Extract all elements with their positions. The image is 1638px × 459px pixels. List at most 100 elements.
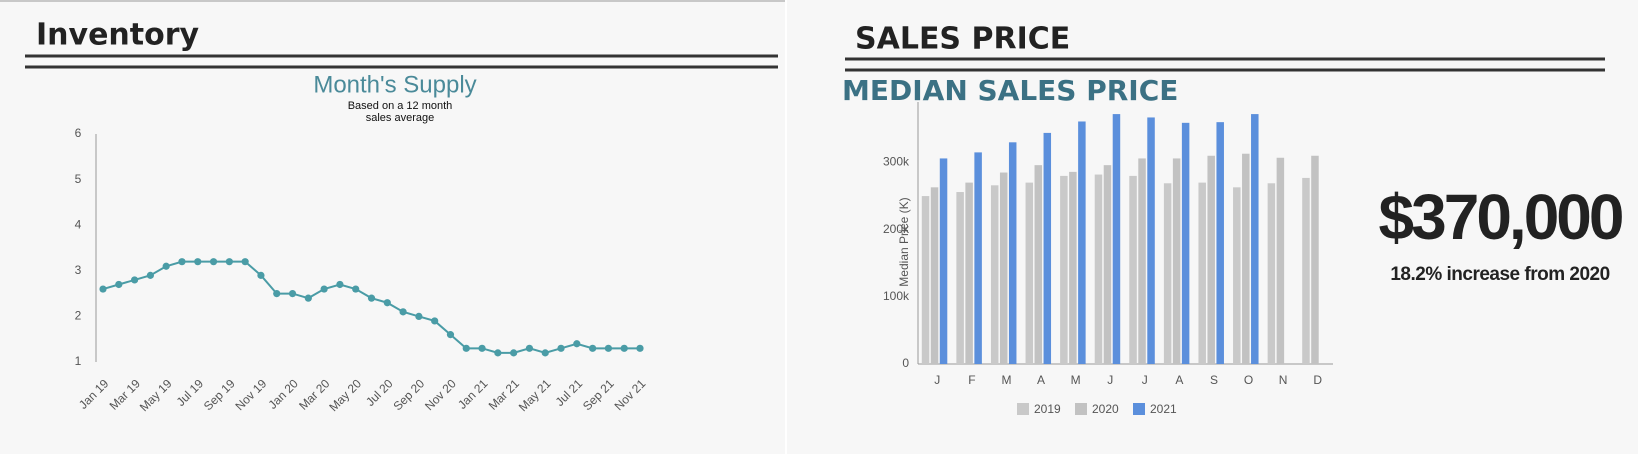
x-tick-label: A	[1175, 373, 1183, 387]
chart-title: Month's Supply	[313, 71, 476, 98]
bar	[1163, 183, 1172, 364]
bar	[1138, 158, 1146, 364]
point	[494, 349, 502, 357]
point	[320, 285, 328, 293]
bar	[1311, 155, 1319, 364]
y-tick-label: 4	[75, 217, 82, 231]
point	[573, 340, 581, 348]
point	[415, 312, 423, 320]
kpi-value: $370,000	[1379, 181, 1622, 253]
point	[399, 308, 407, 316]
point	[257, 271, 265, 279]
point	[525, 344, 534, 352]
point	[273, 290, 281, 298]
point	[178, 258, 186, 266]
bar	[965, 182, 973, 364]
point	[115, 280, 123, 289]
chart-subtitle: Based on a 12 month sales average	[347, 100, 453, 124]
bar	[999, 172, 1008, 364]
point	[304, 294, 312, 302]
bar	[1103, 165, 1112, 364]
bar	[1233, 187, 1241, 364]
y-tick-label: 2	[75, 309, 82, 323]
legend-label: 2019	[1034, 402, 1061, 416]
y-tick-label: 200k	[883, 222, 910, 236]
point	[462, 344, 470, 352]
bar	[1112, 114, 1121, 364]
point	[288, 290, 297, 298]
bar	[1069, 171, 1077, 364]
x-tick-label: J	[1107, 373, 1113, 387]
y-tick-label: 0	[902, 356, 909, 370]
point	[146, 271, 154, 279]
bar	[1129, 175, 1137, 364]
x-tick-label: S	[1210, 373, 1218, 387]
bar	[1251, 114, 1259, 364]
bar	[1147, 117, 1155, 364]
point	[383, 299, 391, 307]
y-tick-label: 3	[75, 263, 82, 277]
bar	[1216, 122, 1224, 365]
y-tick-label: 5	[75, 172, 82, 186]
legend-label: 2020	[1092, 402, 1119, 416]
x-tick-label: N	[1279, 373, 1288, 387]
bar	[1043, 132, 1052, 364]
point	[431, 317, 439, 325]
point	[367, 294, 376, 302]
x-tick-label: O	[1244, 373, 1253, 387]
legend-swatch	[1133, 403, 1145, 415]
bar	[1034, 165, 1043, 364]
bar	[990, 185, 999, 364]
bar	[1181, 122, 1190, 364]
bar	[1008, 142, 1017, 364]
x-tick-label: F	[968, 373, 975, 387]
point	[130, 276, 139, 284]
y-tick-label: 300k	[883, 155, 910, 169]
point	[604, 344, 613, 352]
point	[241, 258, 249, 266]
bar	[1207, 155, 1215, 364]
x-tick-label: M	[1071, 373, 1081, 387]
left-panel	[0, 0, 785, 454]
bar	[1025, 182, 1034, 364]
point	[478, 344, 486, 352]
x-tick-label: J	[934, 373, 940, 387]
bar	[939, 158, 948, 364]
bar	[1060, 175, 1068, 364]
point	[620, 344, 628, 352]
bar	[1302, 177, 1310, 364]
y-tick-label: 6	[75, 126, 82, 140]
bar	[1094, 174, 1103, 364]
point	[557, 344, 565, 352]
point	[541, 349, 549, 357]
x-tick-label: J	[1142, 373, 1148, 387]
bar	[930, 187, 939, 364]
bar	[921, 196, 930, 364]
point	[225, 258, 233, 266]
legend-swatch	[1075, 403, 1087, 415]
bar	[956, 192, 964, 364]
x-tick-label: A	[1037, 373, 1045, 387]
legend-swatch	[1017, 403, 1029, 415]
panel-title: SALES PRICE	[855, 22, 1070, 57]
point	[446, 331, 455, 339]
y-tick-label: 100k	[883, 289, 910, 303]
point	[209, 258, 218, 266]
panel-title: Inventory	[36, 18, 200, 53]
x-tick-label: M	[1001, 373, 1011, 387]
point	[194, 258, 202, 266]
point	[336, 280, 344, 289]
point	[636, 344, 644, 352]
bar	[1078, 121, 1086, 364]
y-axis-label: Median Price (K)	[897, 197, 911, 286]
chart-subtitle-box: Based on a 12 month sales average	[347, 100, 453, 124]
bar	[1276, 157, 1285, 364]
bar	[1267, 183, 1276, 364]
bar	[1172, 158, 1181, 364]
point	[352, 285, 360, 293]
legend-label: 2021	[1150, 402, 1177, 416]
point	[99, 285, 107, 293]
bar	[1198, 182, 1206, 364]
point	[589, 344, 597, 352]
